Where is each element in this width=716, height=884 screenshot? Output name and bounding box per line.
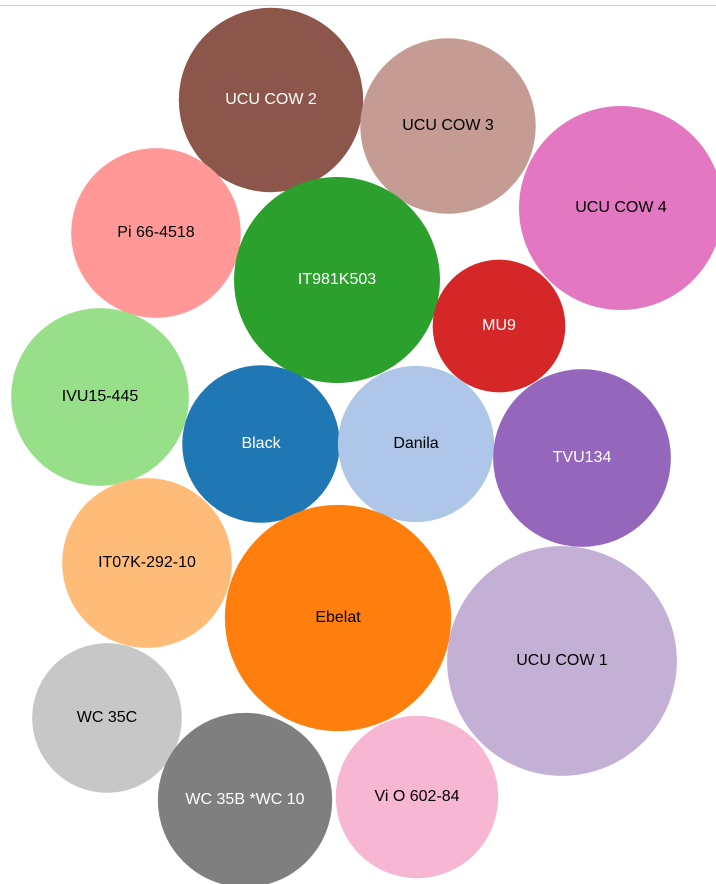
bubble-label: WC 35C xyxy=(77,709,137,726)
bubble-label: UCU COW 2 xyxy=(225,91,317,108)
bubble-label: Vi O 602-84 xyxy=(374,788,459,805)
bubble-label: IVU15-445 xyxy=(62,388,139,405)
bubble-label: UCU COW 4 xyxy=(575,199,667,216)
bubble xyxy=(337,365,495,523)
bubble-label: UCU COW 3 xyxy=(402,117,494,134)
bubble-label: IT07K-292-10 xyxy=(98,554,196,571)
bubble-label: UCU COW 1 xyxy=(516,652,608,669)
bubble-label: Danila xyxy=(393,435,438,452)
bubble xyxy=(11,308,189,486)
bubble-label: TVU134 xyxy=(553,449,612,466)
bubble xyxy=(32,643,182,793)
bubble xyxy=(178,7,364,193)
bubble-label: Pi 66-4518 xyxy=(117,224,194,241)
bubble xyxy=(493,369,671,547)
bubble xyxy=(224,504,452,732)
bubble xyxy=(157,712,333,884)
bubble-label: Ebelat xyxy=(315,609,361,626)
bubble xyxy=(71,148,241,318)
bubble xyxy=(335,715,499,879)
bubble-label: Black xyxy=(241,435,281,452)
bubble xyxy=(62,478,232,648)
bubble-label: WC 35B *WC 10 xyxy=(185,791,304,808)
bubble-label: MU9 xyxy=(482,317,516,334)
bubble xyxy=(234,177,440,383)
bubble xyxy=(447,546,677,776)
bubble xyxy=(432,259,566,393)
bubble-label: IT981K503 xyxy=(298,271,376,288)
bubble xyxy=(182,365,340,523)
bubble xyxy=(519,106,716,310)
bubble xyxy=(360,38,536,214)
